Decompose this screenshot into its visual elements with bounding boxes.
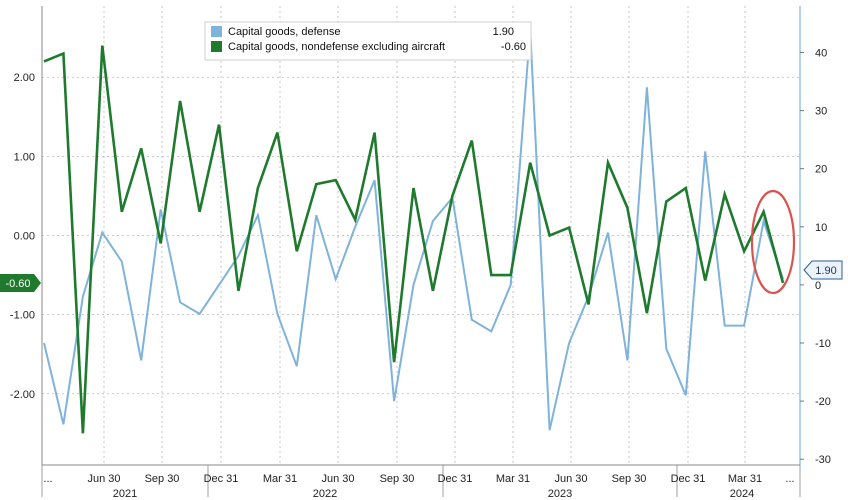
x-tick-label: Mar 31: [496, 473, 530, 485]
x-tick-label: Jun 30: [87, 473, 120, 485]
series-line-defense: [43, 29, 784, 431]
series-line-nondefense: [43, 45, 785, 434]
year-label: 2022: [313, 488, 337, 500]
year-label: 2021: [113, 488, 137, 500]
right-tick-label: 0: [815, 280, 821, 292]
gridlines: [42, 6, 800, 465]
right-tick-label: 10: [815, 222, 827, 234]
highlight-ellipse: [750, 189, 796, 295]
value-flags: -0.60 1.90: [0, 260, 843, 292]
left-tick-label: 0.00: [14, 231, 35, 243]
legend-box: [204, 21, 532, 61]
legend-value: 1.90: [493, 26, 514, 38]
x-tick-label: Sep 30: [145, 473, 180, 485]
legend: Capital goods, defense 1.90 Capital goods,…: [204, 21, 532, 61]
series-lines: [43, 29, 785, 434]
axes: [41, 6, 801, 497]
legend-label: Capital goods, nondefense excluding airc…: [228, 41, 445, 53]
right-flag-text: 1.90: [815, 265, 836, 277]
left-tick-label: 1.00: [14, 151, 35, 163]
right-tick-label: -10: [815, 338, 831, 350]
x-tick-label: Dec 31: [671, 473, 706, 485]
left-tick-label: 2.00: [14, 72, 35, 84]
x-tick-label: Sep 30: [612, 473, 647, 485]
x-tick-label: Mar 31: [263, 473, 297, 485]
year-label: 2023: [548, 488, 572, 500]
legend-label: Capital goods, defense: [228, 26, 341, 38]
x-tick-label: Dec 31: [438, 473, 473, 485]
x-tick-label: Jun 30: [321, 473, 354, 485]
right-tick-label: -20: [815, 396, 831, 408]
year-label: 2024: [730, 488, 754, 500]
left-tick-label: -2.00: [10, 389, 35, 401]
left-value-flag: -0.60: [0, 273, 41, 292]
right-tick-label: -30: [815, 454, 831, 466]
x-axis-ticks: ... Jun 30 Sep 30 Dec 31 Mar 31 Jun 30 Sep 30 D…: [43, 473, 794, 500]
x-tick-label: ...: [785, 473, 794, 485]
x-tick-label: Dec 31: [204, 473, 239, 485]
left-flag-shape: [0, 273, 41, 292]
left-flag-text: -0.60: [5, 278, 30, 290]
legend-value: -0.60: [501, 41, 526, 53]
x-tick-label: Mar 31: [728, 473, 762, 485]
left-axis-ticks: 2.00 1.00 0.00 -1.00 -2.00: [10, 72, 35, 401]
legend-swatch: [211, 41, 222, 52]
right-tick-label: 30: [815, 106, 827, 118]
legend-swatch: [211, 26, 222, 37]
right-value-flag: 1.90: [803, 260, 843, 280]
right-flag-shape: [803, 260, 843, 280]
x-tick-label: ...: [43, 473, 52, 485]
x-tick-label: Sep 30: [380, 473, 415, 485]
right-tick-label: 20: [815, 164, 827, 176]
highlight-ellipse-shape: [750, 189, 796, 295]
right-axis-ticks: 40 30 20 10 0 -10 -20 -30: [800, 47, 831, 466]
x-tick-label: Jun 30: [554, 473, 587, 485]
right-tick-label: 40: [815, 47, 827, 59]
left-tick-label: -1.00: [10, 310, 35, 322]
